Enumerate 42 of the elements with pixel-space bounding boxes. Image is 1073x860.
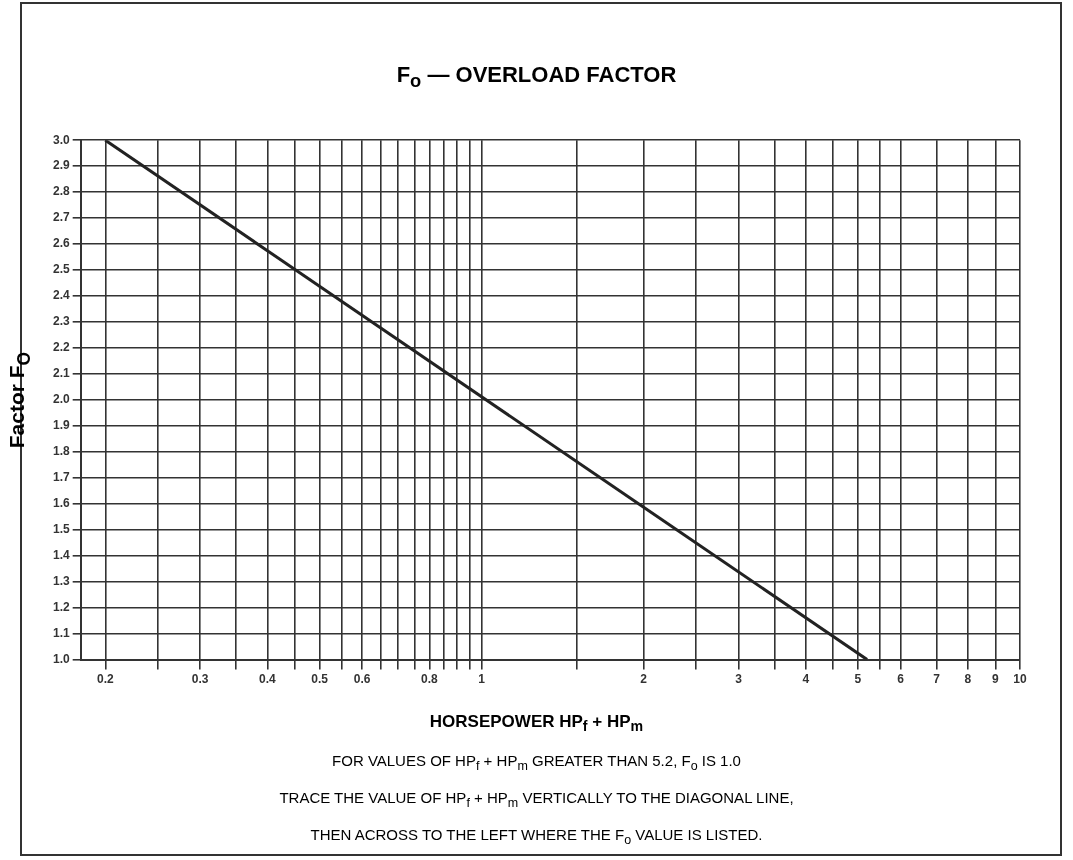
- x-tick-label: 0.2: [96, 672, 114, 687]
- y-tick-label: 1.8: [52, 444, 70, 459]
- y-tick-label: 2.2: [52, 340, 70, 355]
- y-tick-label: 2.9: [52, 158, 70, 173]
- x-tick-label: 1: [478, 672, 486, 687]
- x-tick-label: 0.8: [421, 672, 439, 687]
- y-tick-label: 1.2: [52, 599, 70, 614]
- x-tick-label: 0.4: [259, 672, 277, 687]
- text: TRACE THE VALUE OF HP$_{f}$ + HP$_{m}$ VERTICALLY TO THE DIAGONAL LINE,: [278, 788, 795, 812]
- x-tick-label: 6: [897, 672, 905, 687]
- y-tick-label: 1.1: [52, 625, 70, 640]
- y-tick-label: 1.4: [52, 548, 70, 563]
- x-axis-title: HORSEPOWER HP$_{f}$ + HP$_{m}$: [428, 712, 645, 735]
- y-tick-label: 2.5: [52, 262, 70, 277]
- y-tick-label: 2.0: [52, 392, 70, 407]
- x-tick-label: 7: [933, 672, 941, 687]
- chart-title: F$_{o}$ — OVERLOAD FACTOR: [395, 62, 678, 93]
- x-tick-label: 9: [992, 672, 1000, 687]
- y-tick-label: 2.4: [52, 288, 70, 303]
- y-tick-label: 1.0: [52, 651, 70, 666]
- x-tick-label: 0.3: [191, 672, 209, 687]
- y-tick-label: 2.1: [52, 366, 70, 381]
- x-tick-label: 10: [1013, 672, 1027, 687]
- y-tick-label: 3.0: [52, 132, 70, 147]
- y-tick-label: 1.9: [52, 418, 70, 433]
- y-tick-label: 2.8: [52, 184, 70, 199]
- y-tick-label: 1.7: [52, 470, 70, 485]
- x-tick-label: 8: [964, 672, 972, 687]
- x-tick-label: 0.5: [311, 672, 329, 687]
- y-tick-label: 2.6: [52, 236, 70, 251]
- x-tick-label: 0.6: [353, 672, 371, 687]
- x-tick-label: 2: [640, 672, 648, 687]
- y-tick-label: 1.3: [52, 574, 70, 588]
- y-tick-label: 2.7: [52, 210, 70, 225]
- x-tick-label: 5: [854, 672, 862, 687]
- y-tick-label: 1.6: [52, 496, 70, 511]
- y-tick-label: 2.3: [52, 314, 70, 329]
- y-tick-label: 1.5: [52, 522, 70, 537]
- x-tick-label: 3: [735, 672, 743, 687]
- text: FOR VALUES OF HP$_{f}$ + HP$_{m}$ GREATER THAN 5.2, F$_{o}$ IS 1.0: [331, 751, 742, 775]
- x-tick-label: 4: [802, 672, 810, 687]
- text: THEN ACROSS TO THE LEFT WHERE THE F$_{o}$ VALUE IS LISTED.: [309, 825, 764, 849]
